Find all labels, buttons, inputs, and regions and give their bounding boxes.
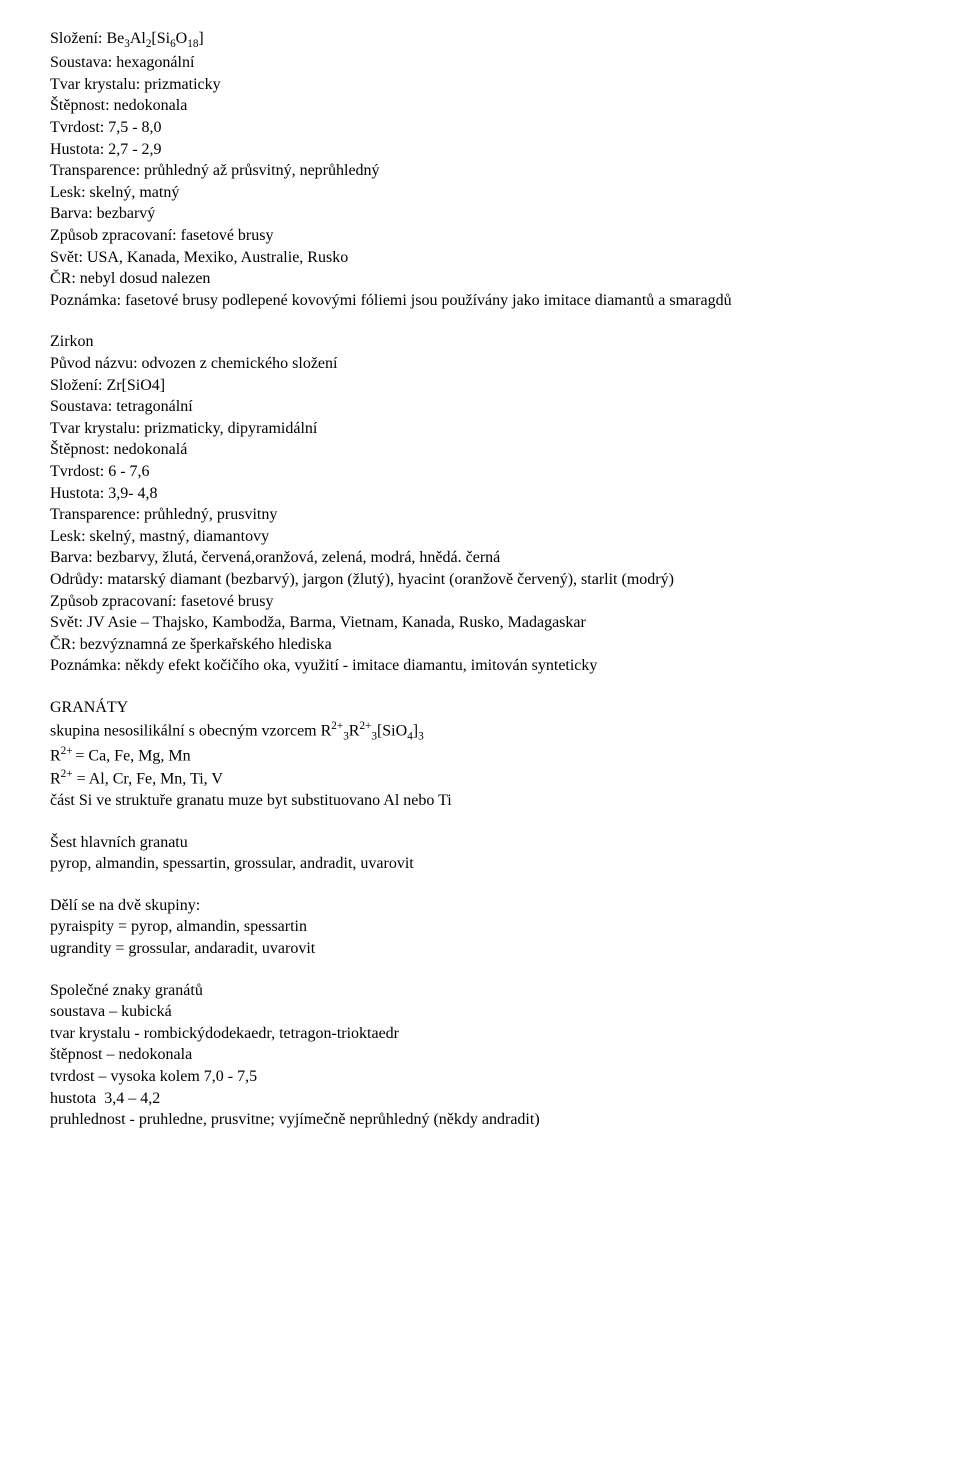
beryl-density: Hustota: 2,7 - 2,9 [50, 139, 910, 161]
gap [50, 960, 910, 980]
beryl-crystal-shape: Tvar krystalu: prizmaticky [50, 74, 910, 96]
superscript: 2+ [331, 720, 343, 732]
beryl-cleavage: Štěpnost: nedokonala [50, 95, 910, 117]
deli-pyraispity: pyraispity = pyrop, almandin, spessartin [50, 916, 910, 938]
deli-block: Dělí se na dvě skupiny: pyraispity = pyr… [50, 895, 910, 960]
text: R [50, 747, 61, 764]
zirkon-cr: ČR: bezvýznamná ze šperkařského hlediska [50, 634, 910, 656]
beryl-hardness: Tvrdost: 7,5 - 8,0 [50, 117, 910, 139]
zirkon-density: Hustota: 3,9- 4,8 [50, 483, 910, 505]
spolecne-hardness: tvrdost – vysoka kolem 7,0 - 7,5 [50, 1066, 910, 1088]
sest-block: Šest hlavních granatu pyrop, almandin, s… [50, 832, 910, 875]
beryl-transparency: Transparence: průhledný až průsvitný, ne… [50, 160, 910, 182]
zirkon-note: Poznámka: někdy efekt kočičího oka, využ… [50, 655, 910, 677]
beryl-block: Složení: Be3Al2[Si6O18] Soustava: hexago… [50, 28, 910, 311]
beryl-processing: Způsob zpracovaní: fasetové brusy [50, 225, 910, 247]
granaty-formula: skupina nesosilikální s obecným vzorcem … [50, 719, 910, 745]
text: O [176, 30, 188, 47]
zirkon-world: Svět: JV Asie – Thajsko, Kambodža, Barma… [50, 612, 910, 634]
zirkon-composition: Složení: Zr[SiO4] [50, 375, 910, 397]
granaty-r2: R2+ = Al, Cr, Fe, Mn, Ti, V [50, 767, 910, 790]
zirkon-varieties: Odrůdy: matarský diamant (bezbarvý), jar… [50, 569, 910, 591]
gap [50, 812, 910, 832]
text: R [50, 770, 61, 787]
superscript: 2+ [61, 768, 73, 780]
zirkon-hardness: Tvrdost: 6 - 7,6 [50, 461, 910, 483]
zirkon-block: Zirkon Původ názvu: odvozen z chemického… [50, 331, 910, 677]
superscript: 2+ [61, 745, 76, 757]
spolecne-cleavage: štěpnost – nedokonala [50, 1044, 910, 1066]
spolecne-title: Společné znaky granátů [50, 980, 910, 1002]
zirkon-crystal-shape: Tvar krystalu: prizmaticky, dipyramidáln… [50, 418, 910, 440]
text: Složení: Be [50, 30, 124, 47]
subscript: 3 [418, 730, 424, 742]
beryl-world: Svět: USA, Kanada, Mexiko, Australie, Ru… [50, 247, 910, 269]
sest-list: pyrop, almandin, spessartin, grossular, … [50, 853, 910, 875]
zirkon-system: Soustava: tetragonální [50, 396, 910, 418]
text: Al [130, 30, 146, 47]
beryl-color: Barva: bezbarvý [50, 203, 910, 225]
gap [50, 677, 910, 697]
zirkon-cleavage: Štěpnost: nedokonalá [50, 439, 910, 461]
beryl-system: Soustava: hexagonální [50, 52, 910, 74]
gap [50, 875, 910, 895]
granaty-title: GRANÁTY [50, 697, 910, 719]
text: ] [198, 30, 203, 47]
text: [SiO [377, 722, 407, 739]
beryl-cr: ČR: nebyl dosud nalezen [50, 268, 910, 290]
document-page: Složení: Be3Al2[Si6O18] Soustava: hexago… [0, 0, 960, 1171]
text: [Si [151, 30, 170, 47]
spolecne-block: Společné znaky granátů soustava – kubick… [50, 980, 910, 1131]
sest-title: Šest hlavních granatu [50, 832, 910, 854]
zirkon-luster: Lesk: skelný, mastný, diamantovy [50, 526, 910, 548]
beryl-note: Poznámka: fasetové brusy podlepené kovov… [50, 290, 910, 312]
beryl-composition: Složení: Be3Al2[Si6O18] [50, 28, 910, 52]
granaty-substitution: část Si ve struktuře granatu muze byt su… [50, 790, 910, 812]
spolecne-density: hustota 3,4 – 4,2 [50, 1088, 910, 1110]
granaty-block: GRANÁTY skupina nesosilikální s obecným … [50, 697, 910, 812]
deli-ugrandity: ugrandity = grossular, andaradit, uvarov… [50, 938, 910, 960]
text: skupina nesosilikální s obecným vzorcem … [50, 722, 331, 739]
zirkon-color: Barva: bezbarvy, žlutá, červená,oranžová… [50, 547, 910, 569]
text: R [349, 722, 360, 739]
spolecne-transparency: pruhlednost - pruhledne, prusvitne; vyjí… [50, 1109, 910, 1131]
superscript: 2+ [359, 720, 371, 732]
gap [50, 311, 910, 331]
spolecne-crystal-shape: tvar krystalu - rombickýdodekaedr, tetra… [50, 1023, 910, 1045]
deli-title: Dělí se na dvě skupiny: [50, 895, 910, 917]
zirkon-origin: Původ názvu: odvozen z chemického složen… [50, 353, 910, 375]
zirkon-processing: Způsob zpracovaní: fasetové brusy [50, 591, 910, 613]
subscript: 18 [187, 38, 198, 50]
text: = Al, Cr, Fe, Mn, Ti, V [73, 770, 223, 787]
text: = Ca, Fe, Mg, Mn [75, 747, 190, 764]
granaty-r1: R2+ = Ca, Fe, Mg, Mn [50, 744, 910, 767]
zirkon-title: Zirkon [50, 331, 910, 353]
zirkon-transparency: Transparence: průhledný, prusvitny [50, 504, 910, 526]
beryl-luster: Lesk: skelný, matný [50, 182, 910, 204]
spolecne-system: soustava – kubická [50, 1001, 910, 1023]
